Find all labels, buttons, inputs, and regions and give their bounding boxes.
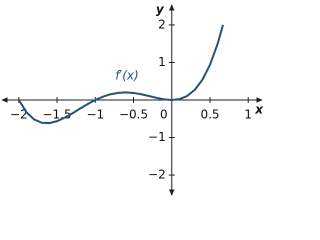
x-tick-label: 0.5 [200,108,219,122]
y-tick-label: 1 [158,55,166,69]
x-tick-label: −1 [86,108,104,122]
y-tick-label: 2 [158,17,166,31]
y-tick-label: −1 [148,130,166,144]
x-tick-label: −0.5 [119,108,148,122]
x-tick-label: −1.5 [42,108,71,122]
y-tick-label: −2 [148,168,166,182]
x-tick-label: 1 [244,108,252,122]
curve [17,24,224,125]
y-axis-label: y [156,3,165,17]
x-tick-label: −2 [10,108,28,122]
x-axis-label: x [254,103,264,117]
curve-label: f′(x) [115,69,138,83]
x-tick-label: 0 [160,108,168,122]
